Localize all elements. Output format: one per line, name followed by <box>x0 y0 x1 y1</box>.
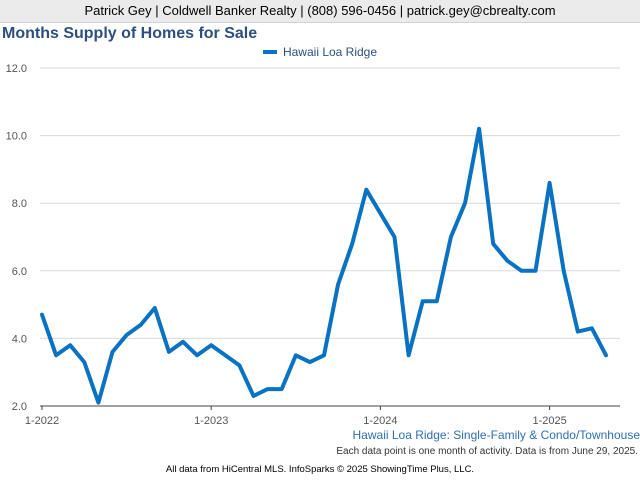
data-point <box>519 269 523 273</box>
data-source-footer: All data from HiCentral MLS. InfoSparks … <box>165 464 475 475</box>
data-point <box>308 360 312 364</box>
data-point <box>153 306 157 310</box>
data-point <box>350 242 354 246</box>
data-point <box>336 282 340 286</box>
data-point <box>590 326 594 330</box>
data-point <box>449 235 453 239</box>
data-point <box>534 269 537 273</box>
data-point <box>421 299 425 303</box>
data-point <box>393 235 396 239</box>
chart-title: Months Supply of Homes for Sale <box>2 25 258 42</box>
agent-contact-text: Patrick Gey | Coldwell Banker Realty | (… <box>84 3 556 18</box>
data-point <box>435 299 439 303</box>
data-point <box>111 350 114 354</box>
data-point <box>125 333 129 337</box>
legend-series-label: Hawaii Loa Ridge <box>282 45 378 59</box>
data-point <box>195 353 199 357</box>
data-point <box>252 394 255 398</box>
data-point <box>562 269 566 273</box>
chart-legend: Hawaii Loa Ridge <box>0 45 640 59</box>
data-point <box>548 181 552 185</box>
agent-contact-header: Patrick Gey | Coldwell Banker Realty | (… <box>0 0 640 23</box>
data-point <box>407 353 411 357</box>
chart-subtitle: Hawaii Loa Ridge: Single-Family & Condo/… <box>352 428 640 442</box>
legend-swatch <box>262 49 277 54</box>
x-tick-label: 1-2025 <box>532 415 566 427</box>
x-tick-label: 1-2023 <box>194 415 228 427</box>
data-point <box>82 360 86 364</box>
data-point <box>139 323 143 327</box>
data-point <box>237 363 241 367</box>
data-point <box>167 350 171 354</box>
x-tick-label: 1-2022 <box>25 415 59 427</box>
data-note: Each data point is one month of activity… <box>336 446 638 457</box>
data-point <box>68 343 72 347</box>
data-point <box>491 242 495 246</box>
data-point <box>96 401 100 405</box>
y-tick-label: 6.0 <box>12 266 27 278</box>
data-point <box>40 313 44 317</box>
data-point <box>54 353 58 357</box>
data-point <box>280 387 284 391</box>
data-point <box>378 211 382 215</box>
y-tick-label: 12.0 <box>6 63 27 75</box>
data-point <box>576 330 580 334</box>
x-tick-label: 1-2024 <box>363 415 397 427</box>
data-point <box>322 353 326 357</box>
data-point <box>209 343 213 347</box>
series-line <box>40 126 608 405</box>
y-tick-label: 8.0 <box>12 198 27 210</box>
y-tick-label: 10.0 <box>6 131 27 143</box>
data-point <box>604 353 608 357</box>
data-point <box>505 259 509 263</box>
data-point <box>463 201 467 205</box>
data-point <box>266 387 270 391</box>
data-point <box>223 353 227 357</box>
data-point <box>181 340 185 344</box>
data-point <box>294 353 298 357</box>
data-point <box>477 127 481 131</box>
data-point <box>364 188 368 192</box>
y-tick-label: 4.0 <box>12 333 27 345</box>
y-tick-label: 2.0 <box>12 401 27 413</box>
